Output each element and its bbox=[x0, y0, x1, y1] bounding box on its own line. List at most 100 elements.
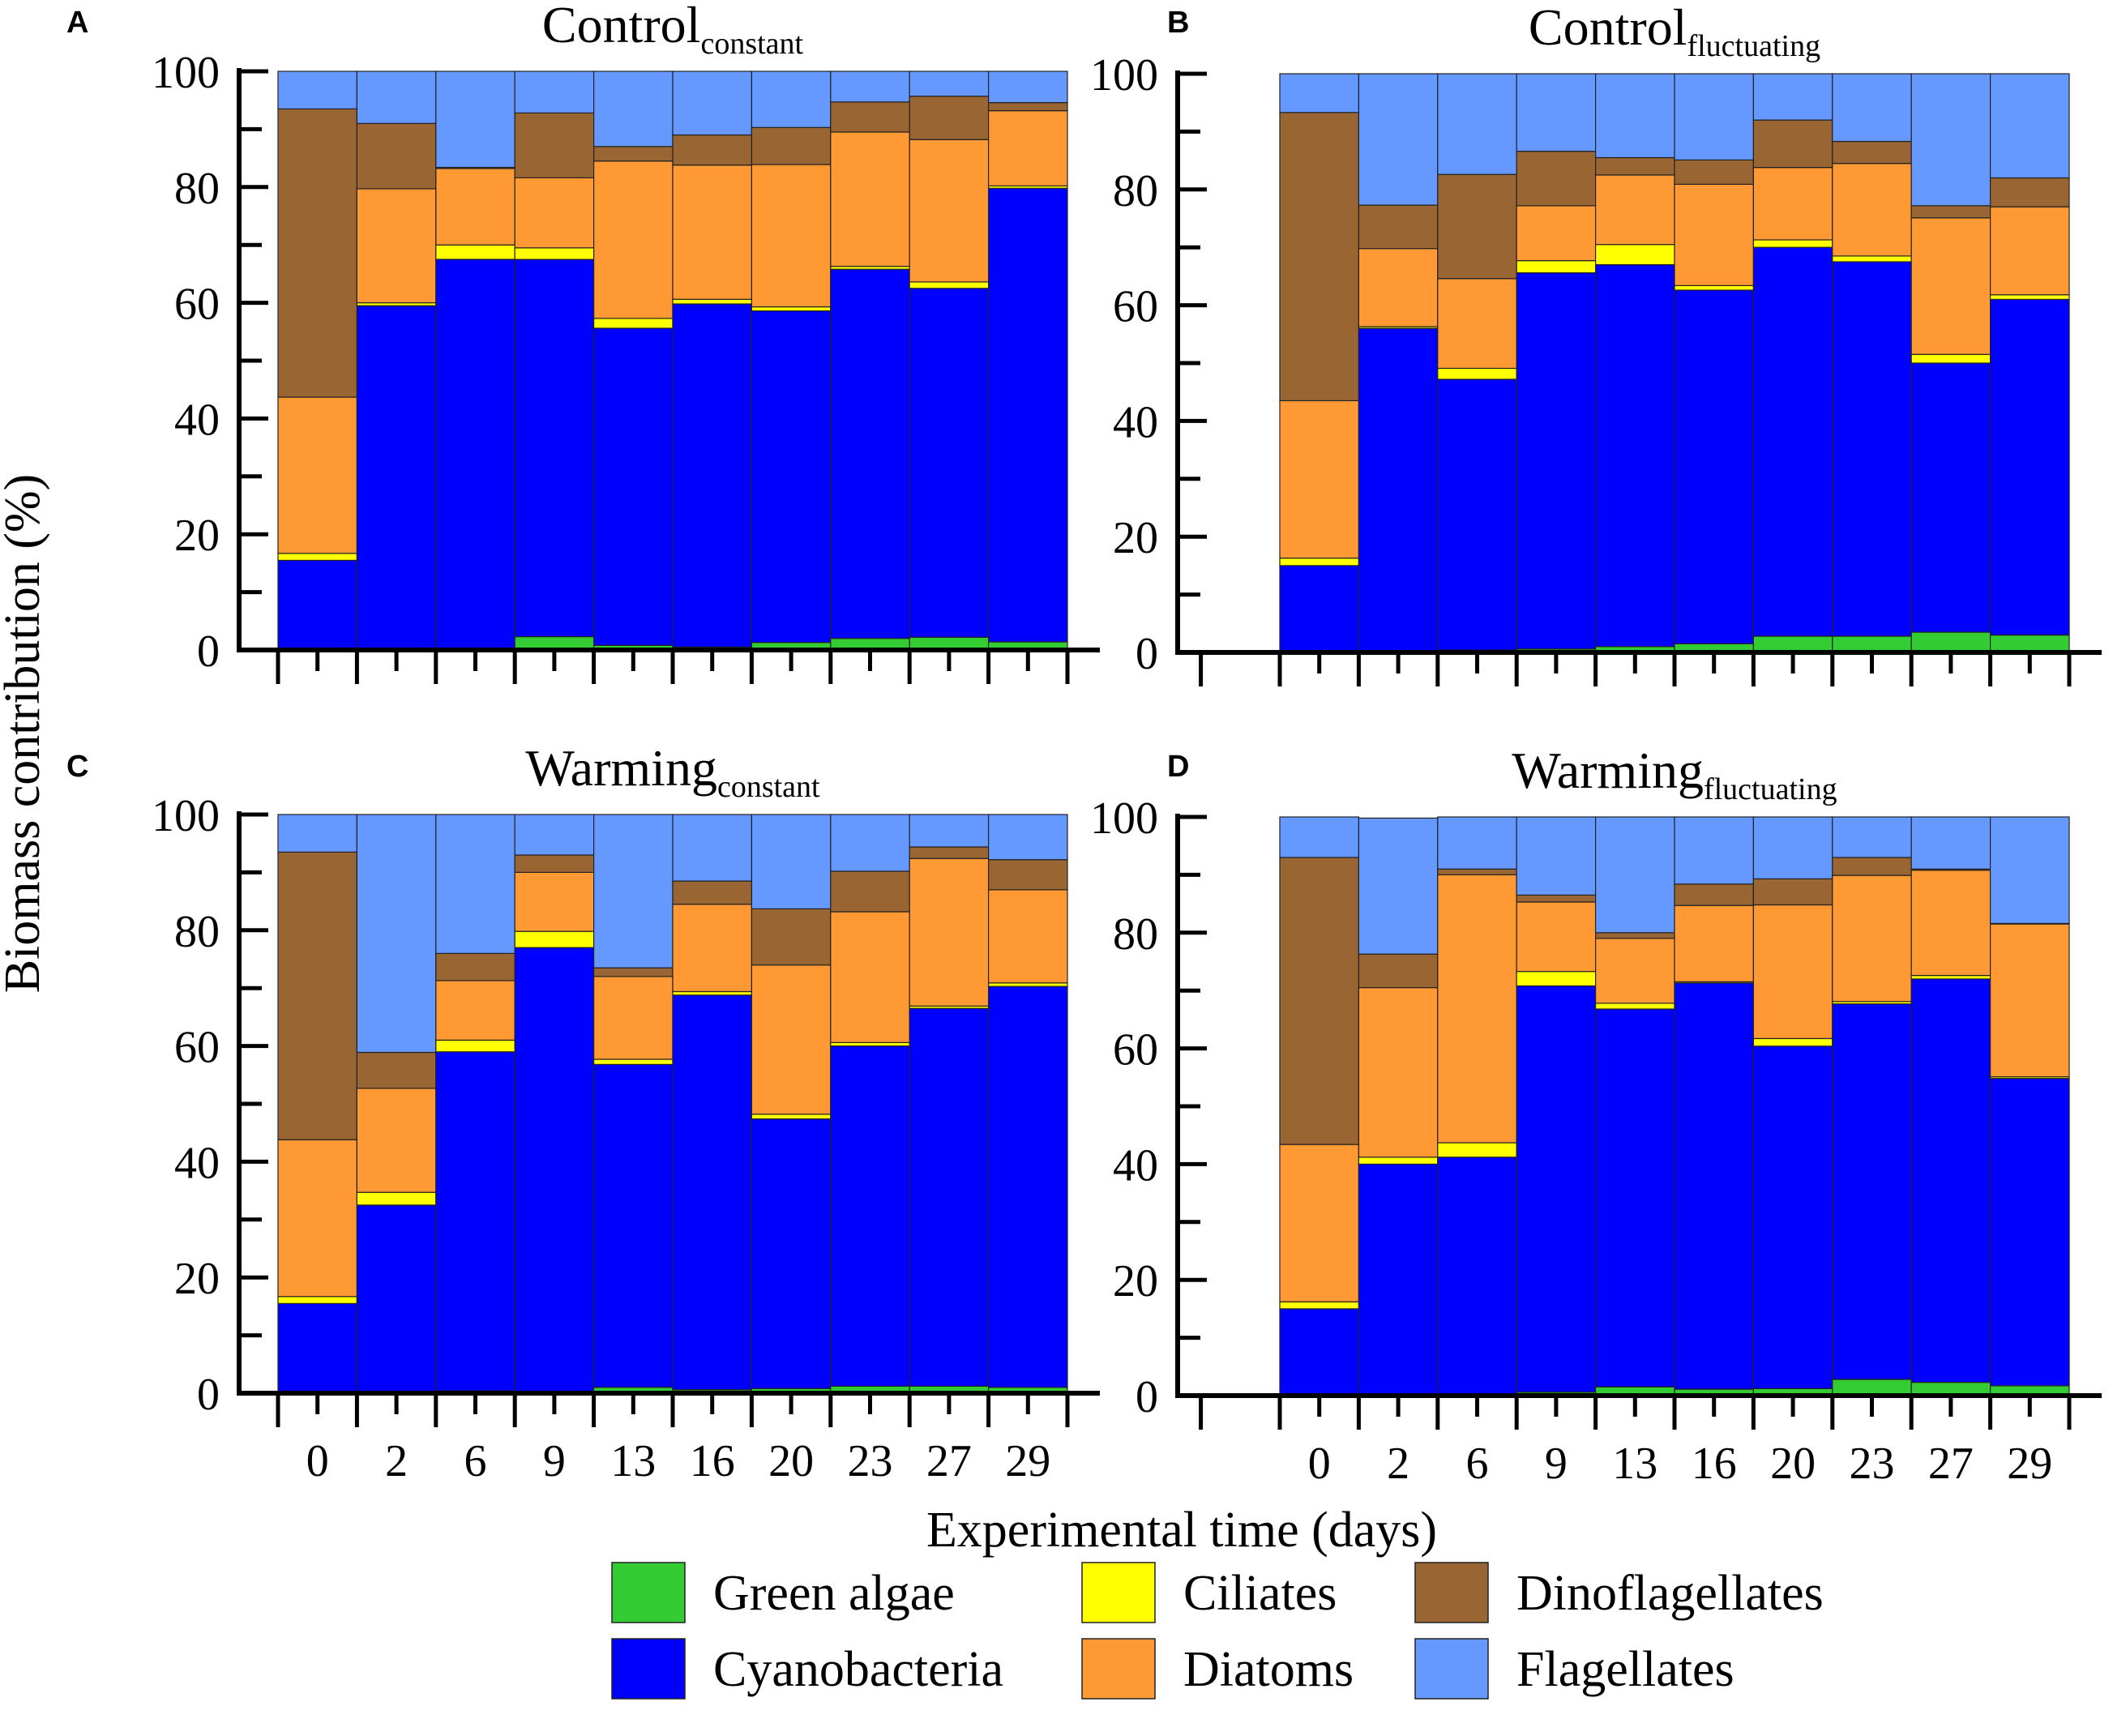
x-tick-label: 23 bbox=[848, 1436, 893, 1486]
x-tick-label: 27 bbox=[926, 1436, 972, 1486]
bar-segment-ciliates-day-20 bbox=[1752, 239, 1833, 248]
bar-segment-flagellates-day-6 bbox=[1437, 73, 1517, 175]
bar-segment-dinoflagellates-day-16 bbox=[1674, 159, 1755, 185]
bar-segment-ciliates-day-27 bbox=[909, 281, 990, 289]
bar-segment-diatoms-day-27 bbox=[909, 857, 990, 1007]
panel-title-subscript: constant bbox=[717, 770, 820, 804]
bar-segment-ciliates-day-6 bbox=[435, 1039, 515, 1053]
bar-segment-cyanobacteria-day-9 bbox=[1516, 272, 1597, 650]
legend-item-green-algae: Green algae bbox=[611, 1562, 955, 1623]
bar-segment-dinoflagellates-day-2 bbox=[356, 122, 437, 190]
bar-segment-dinoflagellates-day-9 bbox=[514, 854, 595, 873]
legend-item-flagellates: Flagellates bbox=[1414, 1638, 1734, 1700]
bar-segment-diatoms-day-23 bbox=[1832, 874, 1912, 1003]
bar-segment-cyanobacteria-day-13 bbox=[592, 327, 674, 646]
y-tick-label: 40 bbox=[174, 395, 220, 445]
y-tick-label: 0 bbox=[1136, 629, 1158, 679]
bar-segment-flagellates-day-6 bbox=[435, 71, 515, 169]
bar-segment-ciliates-day-0 bbox=[1279, 557, 1360, 567]
y-tick-label: 80 bbox=[1113, 166, 1158, 216]
bar-segment-dinoflagellates-day-16 bbox=[672, 880, 753, 905]
bar-segment-dinoflagellates-day-27 bbox=[1910, 205, 1991, 219]
bar-segment-diatoms-day-9 bbox=[514, 871, 595, 932]
bar-segment-cyanobacteria-day-0 bbox=[277, 1302, 358, 1393]
bar-segment-cyanobacteria-day-16 bbox=[1674, 982, 1755, 1390]
bar-segment-diatoms-day-0 bbox=[1279, 1144, 1360, 1302]
bar-segment-ciliates-day-9 bbox=[1516, 260, 1597, 274]
bar-segment-cyanobacteria-day-20 bbox=[1752, 1045, 1833, 1389]
bar-segment-cyanobacteria-day-20 bbox=[751, 1118, 832, 1389]
bar-segment-dinoflagellates-day-20 bbox=[751, 908, 832, 966]
panel-title-subscript: constant bbox=[700, 27, 803, 61]
x-tick-label: 27 bbox=[1928, 1439, 1974, 1489]
panel-title: Warmingconstant bbox=[525, 739, 820, 804]
bar-segment-flagellates-day-0 bbox=[277, 814, 358, 853]
bar-segment-dinoflagellates-day-6 bbox=[435, 952, 515, 981]
y-tick-label: 0 bbox=[197, 626, 220, 677]
x-tick-label: 13 bbox=[610, 1436, 656, 1486]
bar-segment-flagellates-day-6 bbox=[435, 814, 515, 954]
bar-segment-cyanobacteria-day-29 bbox=[987, 187, 1068, 643]
bar-segment-diatoms-day-9 bbox=[1516, 205, 1597, 262]
y-tick-label: 20 bbox=[1113, 513, 1158, 563]
y-tick-label: 100 bbox=[1090, 793, 1158, 844]
bar-segment-flagellates-day-2 bbox=[1358, 817, 1439, 955]
bar-segment-diatoms-day-6 bbox=[1437, 874, 1517, 1144]
bar-segment-diatoms-day-20 bbox=[751, 164, 832, 308]
bar-segment-ciliates-day-27 bbox=[1910, 353, 1991, 364]
legend-swatch bbox=[611, 1562, 686, 1623]
bar-segment-diatoms-day-23 bbox=[1832, 163, 1912, 257]
bar-segment-diatoms-day-13 bbox=[1594, 174, 1675, 246]
bar-segment-diatoms-day-16 bbox=[672, 165, 753, 300]
bar-segment-cyanobacteria-day-13 bbox=[1594, 1008, 1675, 1388]
x-tick-label: 6 bbox=[1466, 1439, 1489, 1489]
x-tick-label: 9 bbox=[543, 1436, 566, 1486]
bar-segment-dinoflagellates-day-23 bbox=[830, 870, 910, 913]
bar-segment-ciliates-day-9 bbox=[514, 930, 595, 948]
bar-segment-ciliates-day-23 bbox=[1832, 255, 1912, 263]
chart-panel-c: 0 20 40 60 80 100 0 2 6 9 13 16 20 23 27 29 Warmingconst… bbox=[66, 739, 1100, 1486]
bar-segment-diatoms-day-29 bbox=[987, 889, 1068, 984]
x-axis-label: Experimental time (days) bbox=[926, 1503, 1437, 1558]
bar-segment-ciliates-day-0 bbox=[277, 553, 358, 561]
bar-segment-cyanobacteria-day-2 bbox=[1358, 1163, 1439, 1396]
bar-segment-flagellates-day-29 bbox=[1990, 816, 2070, 924]
x-tick-label: 29 bbox=[1005, 1436, 1050, 1486]
bar-segment-cyanobacteria-day-0 bbox=[1279, 1308, 1360, 1396]
bar-segment-ciliates-day-9 bbox=[1516, 970, 1597, 987]
bar-segment-dinoflagellates-day-16 bbox=[1674, 883, 1755, 906]
bar-segment-diatoms-day-2 bbox=[356, 188, 437, 304]
bar-segment-ciliates-day-6 bbox=[435, 244, 515, 260]
y-tick-label: 80 bbox=[174, 907, 220, 957]
bar-segment-diatoms-day-27 bbox=[909, 139, 990, 283]
x-tick-label: 23 bbox=[1850, 1439, 1895, 1489]
legend-label: Dinoflagellates bbox=[1516, 1566, 1824, 1621]
bar-segment-dinoflagellates-day-0 bbox=[1279, 112, 1360, 402]
x-tick-label: 16 bbox=[1692, 1439, 1737, 1489]
bar-segment-flagellates-day-16 bbox=[672, 71, 753, 136]
bar-segment-cyanobacteria-day-16 bbox=[672, 303, 753, 648]
bar-segment-dinoflagellates-day-13 bbox=[592, 967, 674, 977]
bar-segment-dinoflagellates-day-27 bbox=[909, 96, 990, 140]
bar-segment-flagellates-day-13 bbox=[592, 71, 674, 148]
x-tick-label: 16 bbox=[690, 1436, 735, 1486]
bar-segment-dinoflagellates-day-0 bbox=[1279, 857, 1360, 1145]
chart-panel-a: 0 20 40 60 80 100 Controlconstant A bbox=[66, 0, 1100, 684]
y-tick-label: 60 bbox=[174, 1023, 220, 1073]
bar-segment-diatoms-day-13 bbox=[592, 976, 674, 1060]
bar-segment-ciliates-day-20 bbox=[751, 1114, 832, 1120]
bar-segment-flagellates-day-16 bbox=[672, 814, 753, 882]
bar-segment-cyanobacteria-day-23 bbox=[1832, 1003, 1912, 1380]
bar-segment-flagellates-day-27 bbox=[1910, 73, 1991, 207]
bar-segment-ciliates-day-9 bbox=[514, 247, 595, 260]
bar-segment-cyanobacteria-day-29 bbox=[987, 986, 1068, 1388]
y-tick-label: 40 bbox=[1113, 1140, 1158, 1191]
bar-segment-dinoflagellates-day-29 bbox=[987, 859, 1068, 891]
bar-segment-ciliates-day-2 bbox=[1358, 1157, 1439, 1165]
panel-letter: A bbox=[66, 6, 88, 40]
y-tick-label: 60 bbox=[1113, 1025, 1158, 1075]
y-tick-label: 80 bbox=[174, 164, 220, 214]
bar-segment-diatoms-day-16 bbox=[1674, 183, 1755, 286]
bar-segment-flagellates-day-13 bbox=[1594, 73, 1675, 159]
bar-segment-cyanobacteria-day-2 bbox=[356, 305, 437, 649]
